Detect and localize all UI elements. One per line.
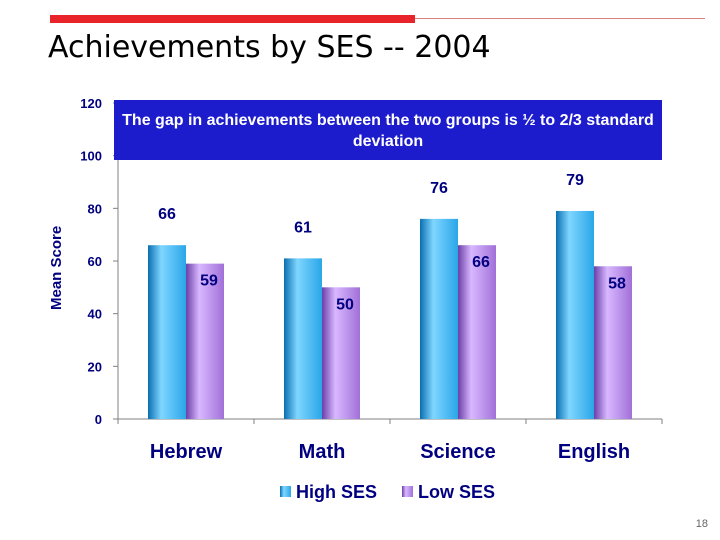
- y-tick-label: 120: [80, 96, 102, 111]
- callout-box: The gap in achievements between the two …: [114, 100, 662, 160]
- bar-low-ses: [458, 245, 496, 419]
- data-label: 79: [566, 172, 584, 189]
- y-tick-label: 0: [95, 412, 102, 427]
- x-tick-label: Hebrew: [150, 441, 223, 463]
- bar-low-ses: [186, 263, 224, 419]
- title-accent-bar: [50, 15, 415, 23]
- x-tick-label: Math: [299, 441, 346, 463]
- data-label: 76: [430, 180, 448, 197]
- data-label: 59: [200, 273, 218, 290]
- y-tick-label: 20: [88, 359, 102, 374]
- legend-label: Low SES: [418, 482, 495, 502]
- bar-high-ses: [284, 258, 322, 419]
- bar-high-ses: [420, 218, 458, 419]
- data-label: 66: [158, 206, 176, 223]
- y-tick-label: 40: [88, 307, 102, 322]
- data-label: 58: [608, 275, 626, 292]
- x-tick-label: Science: [420, 441, 496, 463]
- y-tick-label: 80: [88, 201, 102, 216]
- y-tick-label: 100: [80, 149, 102, 164]
- title-accent-line: [415, 18, 705, 19]
- legend-label: High SES: [296, 482, 377, 502]
- legend-swatch-high-ses: [280, 486, 291, 497]
- x-tick-label: English: [558, 441, 630, 463]
- y-axis-label: Mean Score: [48, 225, 65, 310]
- data-label: 61: [294, 219, 312, 236]
- y-tick-label: 60: [88, 254, 102, 269]
- slide-number: 18: [695, 518, 708, 530]
- data-label: 50: [336, 296, 354, 313]
- bar-low-ses: [594, 266, 632, 419]
- bar-high-ses: [148, 245, 186, 419]
- slide-title: Achievements by SES -- 2004: [48, 30, 491, 65]
- legend-swatch-low-ses: [402, 486, 413, 497]
- bar-low-ses: [322, 287, 360, 419]
- bar-high-ses: [556, 210, 594, 419]
- data-label: 66: [472, 254, 490, 271]
